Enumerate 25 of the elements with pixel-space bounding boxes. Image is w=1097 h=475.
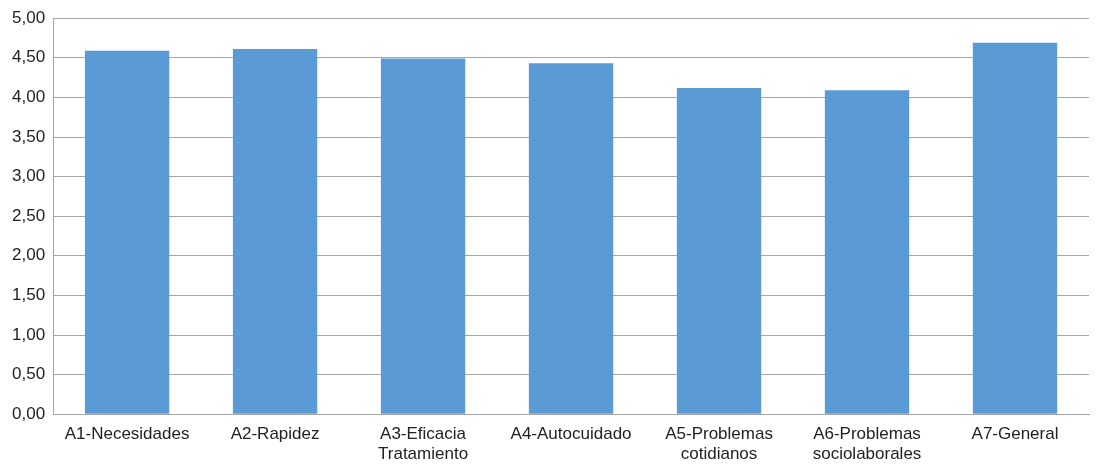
y-tick-label: 1,00 [11,324,46,344]
y-tick-label: 4,50 [11,47,46,67]
y-tick-label: 1,50 [11,285,46,305]
bar [84,50,170,414]
y-tick-label: 3,00 [11,166,46,186]
x-tick-label: A6-Problemas sociolaborales [812,424,922,464]
x-tick-label: A1-Necesidades [64,424,190,444]
y-tick-label: 0,00 [11,403,46,423]
x-tick-label: A4-Autocuidado [510,424,632,444]
y-tick-label: 2,00 [11,245,46,265]
x-tick-label: A3-Eficacia Tratamiento [378,424,469,464]
bar [380,58,466,414]
y-tick-label: 3,50 [11,126,46,146]
y-tick-label: 2,50 [11,205,46,225]
bar [676,87,762,414]
bar [824,90,910,414]
bar [528,63,614,414]
x-tick-label: A7-General [971,424,1059,444]
x-tick-label: A5-Problemas cotidianos [665,424,773,464]
y-tick-label: 4,00 [11,87,46,107]
y-tick-label: 0,50 [11,364,46,384]
bar [232,49,318,414]
bar [972,42,1058,414]
x-tick-label: A2-Rapidez [230,424,320,444]
y-tick-label: 5,00 [11,7,46,27]
